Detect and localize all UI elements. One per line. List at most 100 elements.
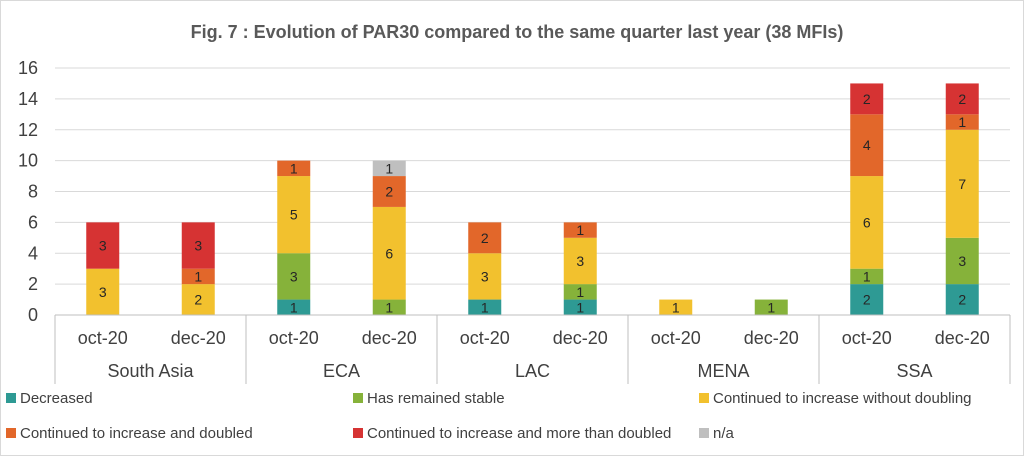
data-label: 1 [194,268,202,284]
bar-segment [850,114,884,177]
data-label: 1 [576,284,584,300]
legend-label: Decreased [20,390,93,407]
data-label: 2 [863,292,871,308]
chart-title: Fig. 7 : Evolution of PAR30 compared to … [191,22,844,42]
data-label: 1 [385,160,393,176]
data-label: 6 [385,245,393,261]
legend: Decreased Has remained stable Continued to… [6,390,972,442]
legend-swatch [6,393,16,403]
bar-segment [277,160,311,177]
data-label: 3 [99,284,107,300]
x-tick-label: dec-20 [553,328,608,348]
y-tick-label: 14 [18,89,38,109]
data-label: 1 [290,160,298,176]
bar-segment [181,284,215,315]
y-tick-label: 16 [18,58,38,78]
data-label: 1 [576,222,584,238]
data-label: 6 [863,214,871,230]
data-label: 2 [481,230,489,246]
data-label: 3 [99,238,107,254]
data-label: 1 [863,268,871,284]
bar-segment [86,268,120,315]
legend-swatch [6,428,16,438]
y-tick-label: 6 [28,212,38,232]
bar-segment [86,222,120,269]
legend-label: Continued to increase without doubling [713,390,972,407]
bar-segment [372,160,406,177]
data-label: 1 [672,299,680,315]
legend-label: Has remained stable [367,390,505,407]
bar-segment [468,222,502,254]
y-tick-label: 4 [28,243,38,263]
group-label: SSA [896,361,932,381]
data-label: 2 [863,91,871,107]
bar-segment [372,176,406,207]
bar-segment [659,299,693,315]
bar-segment [850,284,884,315]
bar-segment [945,114,979,130]
bar-segment [468,299,502,315]
data-label: 2 [385,184,393,200]
bar-segment [850,268,884,285]
data-label: 1 [385,299,393,315]
x-tick-label: dec-20 [935,328,990,348]
legend-label: Continued to increase and more than doub… [367,425,671,442]
data-label: 2 [194,292,202,308]
data-label: 1 [576,299,584,315]
data-label: 7 [958,176,966,192]
bar-segment [181,268,215,285]
group-label: South Asia [107,361,194,381]
bar-segment [945,129,979,238]
x-tick-label: oct-20 [269,328,319,348]
bar-segment [277,299,311,315]
bar-segment [945,284,979,315]
x-tick-label: dec-20 [744,328,799,348]
x-tick-label: oct-20 [842,328,892,348]
data-label: 3 [194,238,202,254]
y-tick-label: 10 [18,151,38,171]
legend-swatch [699,393,709,403]
bar-segment [277,176,311,254]
x-tick-label: dec-20 [362,328,417,348]
y-tick-label: 12 [18,120,38,140]
legend-label: n/a [713,425,735,442]
legend-swatch [353,428,363,438]
bar-segment [468,253,502,300]
bar-segment [277,253,311,300]
bar-segment [850,83,884,115]
legend-swatch [353,393,363,403]
data-label: 1 [767,299,775,315]
group-label: LAC [515,361,550,381]
legend-swatch [699,428,709,438]
group-label: ECA [323,361,360,381]
bar-segment [181,222,215,269]
data-label: 3 [481,268,489,284]
data-label: 2 [958,292,966,308]
bar-segment [850,176,884,269]
bar-segment [945,83,979,115]
bar-segment [563,299,597,315]
data-label: 4 [863,137,871,153]
y-tick-label: 8 [28,182,38,202]
bar-segment [754,299,788,315]
bar-segment [945,237,979,285]
bar-segment [372,299,406,315]
data-label: 3 [576,253,584,269]
y-axis: 0 2 4 6 8 10 12 14 16 [18,58,38,325]
bar-segment [563,284,597,300]
data-label: 1 [481,299,489,315]
y-tick-label: 0 [28,305,38,325]
data-label: 5 [290,207,298,223]
data-label: 1 [958,114,966,130]
legend-label: Continued to increase and doubled [20,425,253,442]
data-label: 3 [290,268,298,284]
bar-segment [563,237,597,285]
x-tick-label: oct-20 [460,328,510,348]
y-tick-label: 2 [28,274,38,294]
x-tick-label: dec-20 [171,328,226,348]
data-label: 1 [290,299,298,315]
x-axis: oct-20 dec-20 oct-20 dec-20 oct-20 dec-20 oct-… [54,314,1011,384]
data-label: 3 [958,253,966,269]
x-tick-label: oct-20 [651,328,701,348]
